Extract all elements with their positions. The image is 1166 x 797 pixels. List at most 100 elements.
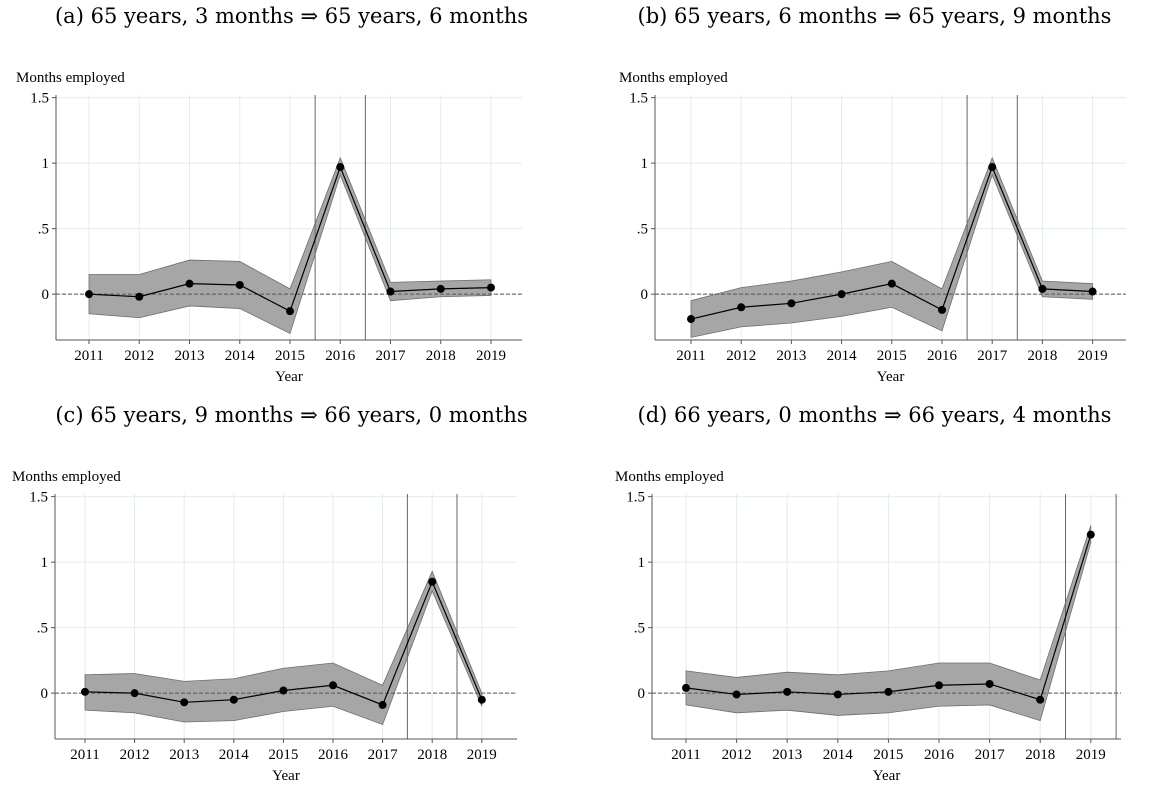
x-tick-label: 2018 [1027, 348, 1057, 364]
y-tick-label: .5 [637, 222, 648, 238]
x-tick-label: 2015 [268, 747, 298, 763]
data-point [279, 686, 288, 695]
data-point [732, 690, 741, 699]
x-tick-label: 2015 [873, 747, 903, 763]
y-tick-label: .5 [38, 222, 49, 238]
data-point [235, 280, 244, 289]
y-tick-label: .5 [37, 621, 48, 637]
data-point [487, 283, 495, 292]
x-tick-label: 2011 [70, 747, 99, 763]
data-point [185, 279, 194, 288]
x-axis-label: Year [272, 768, 300, 784]
data-point [985, 679, 994, 688]
panel-title-text: 65 years, 3 months ⇒ 65 years, 6 months [90, 4, 528, 28]
data-point [887, 279, 896, 288]
x-tick-label: 2018 [417, 747, 447, 763]
y-tick-label: 1 [42, 156, 50, 172]
data-point [180, 698, 189, 707]
x-tick-label: 2016 [325, 348, 356, 364]
x-tick-label: 2016 [924, 747, 955, 763]
x-tick-label: 2016 [927, 348, 958, 364]
y-tick-label: 1 [641, 156, 649, 172]
x-tick-label: 2019 [467, 747, 497, 763]
data-point [428, 577, 437, 586]
y-axis-label: Months employed [619, 70, 728, 86]
y-axis-label: Months employed [12, 469, 121, 485]
y-tick-label: 0 [41, 686, 49, 702]
x-tick-label: 2017 [368, 747, 399, 763]
data-point [386, 287, 395, 296]
chart-title: (c) 65 years, 9 months ⇒ 66 years, 0 mon… [0, 403, 583, 427]
x-tick-label: 2014 [219, 747, 250, 763]
x-tick-label: 2014 [827, 348, 858, 364]
data-point [286, 307, 294, 316]
x-tick-label: 2013 [175, 348, 205, 364]
data-point [81, 687, 89, 696]
y-tick-label: 1 [41, 555, 49, 571]
x-axis-label: Year [275, 369, 303, 385]
y-axis-label: Months employed [16, 70, 125, 86]
x-tick-label: 2014 [823, 747, 854, 763]
confidence-band [84, 570, 483, 726]
data-point [336, 163, 345, 172]
x-tick-label: 2014 [225, 348, 256, 364]
x-tick-label: 2017 [376, 348, 407, 364]
x-tick-label: 2017 [975, 747, 1006, 763]
data-point [229, 695, 238, 704]
x-tick-label: 2012 [120, 747, 150, 763]
x-tick-label: 2015 [275, 348, 305, 364]
x-tick-label: 2015 [877, 348, 907, 364]
x-tick-label: 2018 [426, 348, 456, 364]
confidence-band [685, 525, 1092, 722]
panel-title-text: 65 years, 6 months ⇒ 65 years, 9 months [674, 4, 1112, 28]
chart-panel-c: (c) 65 years, 9 months ⇒ 66 years, 0 mon… [0, 399, 583, 797]
y-axis-label: Months employed [615, 469, 724, 485]
data-point [1036, 695, 1045, 704]
data-point [837, 290, 846, 299]
chart-b: 0 .5 1 1.5 2011 2012 2013 2014 2015 2016 2017 2018 2… [619, 70, 1126, 385]
x-tick-label: 2019 [476, 348, 506, 364]
chart-d: 0 .5 1 1.5 2011 2012 2013 2014 2015 2016 2017 2018 2… [615, 469, 1121, 784]
panel-title-text: 66 years, 0 months ⇒ 66 years, 4 months [674, 403, 1112, 427]
chart-panel-a: (a) 65 years, 3 months ⇒ 65 years, 6 mon… [0, 0, 583, 398]
data-point [135, 292, 144, 301]
data-point [787, 299, 796, 308]
x-tick-label: 2012 [124, 348, 154, 364]
data-point [783, 687, 792, 696]
x-tick-label: 2019 [1076, 747, 1106, 763]
x-tick-label: 2013 [772, 747, 802, 763]
chart-panel-d: (d) 66 years, 0 months ⇒ 66 years, 4 mon… [583, 399, 1166, 797]
x-tick-label: 2011 [74, 348, 103, 364]
chart-panel-b: (b) 65 years, 6 months ⇒ 65 years, 9 mon… [583, 0, 1166, 398]
y-tick-label: 1.5 [29, 490, 48, 506]
chart-title: (b) 65 years, 6 months ⇒ 65 years, 9 mon… [583, 4, 1166, 28]
chart-c: 0 .5 1 1.5 2011 2012 2013 2014 2015 2016 2017 2018 2… [12, 469, 517, 784]
data-point [378, 700, 387, 709]
panel-label: (a) [54, 4, 84, 28]
y-tick-label: .5 [634, 621, 645, 637]
data-point [682, 683, 690, 692]
y-tick-label: 0 [42, 287, 50, 303]
chart-title: (a) 65 years, 3 months ⇒ 65 years, 6 mon… [0, 4, 583, 28]
y-tick-label: 1 [638, 555, 646, 571]
data-point [737, 303, 746, 312]
data-point [329, 681, 337, 690]
data-point [85, 290, 93, 299]
x-axis-label: Year [877, 369, 905, 385]
y-tick-label: 1.5 [629, 91, 648, 107]
x-tick-label: 2017 [977, 348, 1008, 364]
x-tick-label: 2018 [1025, 747, 1055, 763]
y-tick-label: 0 [638, 686, 646, 702]
y-tick-label: 1.5 [30, 91, 49, 107]
x-tick-label: 2011 [671, 747, 700, 763]
data-point [477, 695, 486, 704]
x-tick-label: 2019 [1078, 348, 1108, 364]
panel-label: (d) [637, 403, 668, 427]
data-point [130, 689, 139, 698]
x-axis-label: Year [873, 768, 901, 784]
chart-a: 0 .5 1 1.5 2011 2012 2013 2014 2015 2016 2017 2018 2… [16, 70, 522, 385]
data-point [1088, 287, 1097, 296]
panel-title-text: 65 years, 9 months ⇒ 66 years, 0 months [90, 403, 528, 427]
data-point [935, 681, 943, 690]
data-point [988, 163, 997, 172]
